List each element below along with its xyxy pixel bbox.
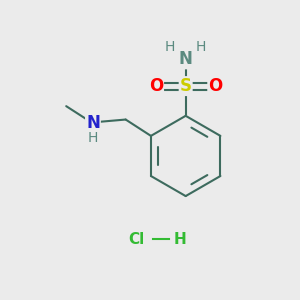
Text: S: S [180, 77, 192, 95]
Text: H: H [173, 232, 186, 247]
Text: O: O [149, 77, 163, 95]
Text: H: H [88, 131, 98, 145]
Text: Cl: Cl [128, 232, 145, 247]
Text: H: H [196, 40, 206, 54]
Text: O: O [208, 77, 223, 95]
Text: H: H [165, 40, 175, 54]
Text: N: N [179, 50, 193, 68]
Text: N: N [86, 113, 100, 131]
